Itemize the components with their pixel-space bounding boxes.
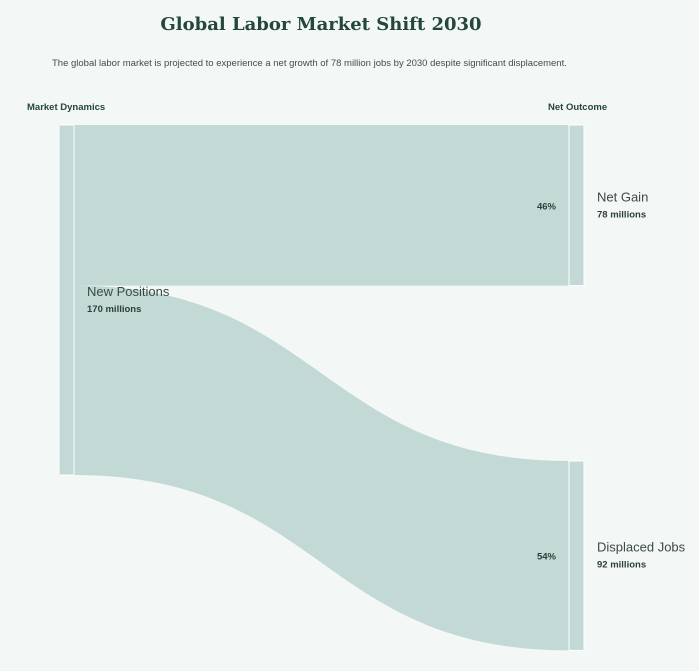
node-value-displaced-jobs: 92 millions [597, 560, 646, 571]
column-label-right: Net Outcome [548, 102, 607, 113]
column-label-left: Market Dynamics [27, 102, 105, 113]
node-value-net-gain: 78 millions [597, 209, 646, 220]
link-share-net-gain: 46% [537, 201, 557, 212]
chart-title: Global Labor Market Shift 2030 [160, 14, 481, 35]
node-value-new-positions: 170 millions [87, 304, 141, 315]
link-new-positions-to-displaced-jobs [74, 285, 569, 651]
node-bar-new-positions [58, 124, 75, 476]
node-label-displaced-jobs: Displaced Jobs [597, 540, 686, 555]
node-bar-displaced-jobs [568, 460, 585, 651]
node-bar-net-gain [568, 124, 585, 287]
link-share-displaced-jobs: 54% [537, 552, 557, 563]
node-label-net-gain: Net Gain [597, 189, 648, 204]
chart-subtitle: The global labor market is projected to … [52, 58, 567, 69]
node-label-new-positions: New Positions [87, 284, 170, 299]
link-new-positions-to-net-gain [74, 125, 569, 286]
